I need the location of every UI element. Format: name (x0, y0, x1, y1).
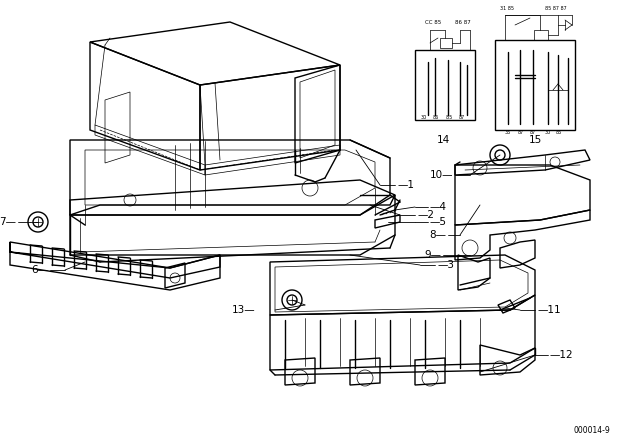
Text: —3: —3 (437, 260, 454, 270)
Text: 14: 14 (436, 135, 450, 145)
Text: 15: 15 (529, 135, 541, 145)
Text: CC 85: CC 85 (425, 20, 441, 25)
Text: 86: 86 (433, 115, 439, 120)
Text: 85 87 87: 85 87 87 (545, 5, 567, 10)
Text: 35: 35 (505, 129, 511, 134)
Text: —12: —12 (550, 350, 573, 360)
Text: 87: 87 (518, 129, 524, 134)
Text: 87: 87 (459, 115, 465, 120)
Text: —4: —4 (430, 202, 447, 212)
Text: 31 85: 31 85 (500, 5, 514, 10)
Text: —11: —11 (537, 305, 561, 315)
Text: 85: 85 (556, 129, 563, 134)
Text: 86 87: 86 87 (455, 20, 471, 25)
Text: 6—: 6— (31, 265, 48, 275)
Text: 30: 30 (545, 129, 551, 134)
Text: 000014-9: 000014-9 (573, 426, 610, 435)
Text: 7—: 7— (0, 217, 16, 227)
Text: 10—: 10— (429, 170, 453, 180)
Text: —2: —2 (417, 210, 434, 220)
Text: 8—: 8— (429, 230, 446, 240)
Text: —1: —1 (397, 180, 414, 190)
Text: —5: —5 (430, 217, 447, 227)
Text: 85: 85 (444, 115, 452, 120)
Text: 30: 30 (421, 115, 427, 120)
Text: 13—: 13— (232, 305, 255, 315)
Text: 87: 87 (530, 129, 536, 134)
Text: 9—: 9— (424, 250, 441, 260)
